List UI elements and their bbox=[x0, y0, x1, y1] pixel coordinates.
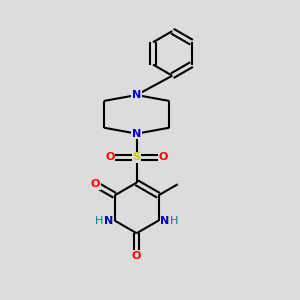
Text: H: H bbox=[95, 216, 103, 226]
Text: O: O bbox=[91, 179, 100, 189]
Text: N: N bbox=[160, 216, 169, 226]
Text: N: N bbox=[132, 90, 141, 100]
Text: S: S bbox=[133, 152, 141, 162]
Text: O: O bbox=[132, 250, 141, 260]
Text: O: O bbox=[159, 152, 168, 162]
Text: N: N bbox=[132, 129, 141, 139]
Text: N: N bbox=[104, 216, 113, 226]
Text: H: H bbox=[170, 216, 178, 226]
Text: O: O bbox=[105, 152, 115, 162]
